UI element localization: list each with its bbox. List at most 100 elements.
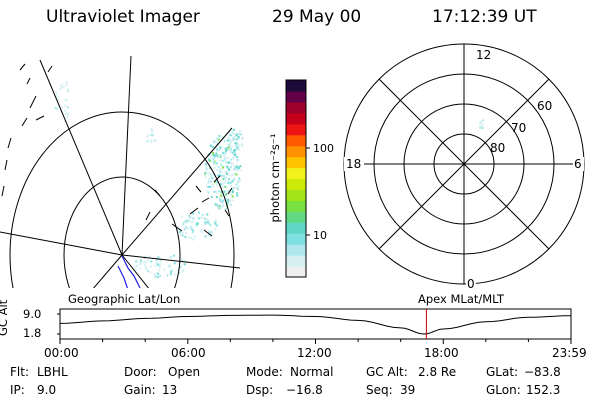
emission-pixel bbox=[215, 143, 218, 146]
mlt-diagonal bbox=[378, 78, 550, 250]
emission-pixel bbox=[202, 216, 205, 219]
emission-pixel bbox=[182, 223, 185, 225]
emission-pixel bbox=[186, 218, 189, 221]
emission-pixel bbox=[215, 180, 218, 183]
emission-pixel bbox=[179, 257, 182, 260]
emission-pixel bbox=[64, 99, 67, 102]
emission-pixel bbox=[239, 165, 242, 168]
glat-value: −83.8 bbox=[524, 365, 561, 379]
emission-pixel bbox=[234, 134, 237, 136]
emission-pixel bbox=[234, 149, 237, 151]
emission-pixel bbox=[193, 217, 195, 220]
emission-pixel bbox=[233, 149, 235, 152]
emission-pixel bbox=[235, 146, 238, 149]
emission-pixel bbox=[227, 132, 230, 135]
gc-alt-label: GC Alt: bbox=[366, 365, 408, 379]
emission-pixel bbox=[479, 122, 482, 125]
emission-pixel bbox=[226, 157, 229, 160]
emission-pixel bbox=[138, 261, 141, 264]
emission-pixel bbox=[217, 150, 219, 152]
polar-emission-pixels bbox=[479, 119, 484, 130]
emission-pixel bbox=[153, 272, 156, 275]
y-axis-label: GC Alt bbox=[0, 299, 10, 336]
emission-pixel bbox=[220, 171, 223, 174]
colorbar-segment bbox=[286, 211, 306, 223]
emission-pixel bbox=[238, 144, 241, 147]
polar-mlt-plot: 12 18 6 0 60 70 80 bbox=[343, 43, 585, 291]
emission-pixel bbox=[150, 265, 152, 268]
emission-pixel bbox=[214, 228, 217, 231]
emission-pixel bbox=[218, 205, 221, 208]
emission-pixel bbox=[190, 225, 193, 228]
meridian-line bbox=[39, 59, 123, 256]
emission-pixel bbox=[184, 263, 186, 266]
colorbar-segment bbox=[286, 101, 306, 114]
emission-pixel bbox=[235, 183, 238, 186]
emission-pixel bbox=[193, 235, 196, 238]
emission-pixel bbox=[174, 273, 177, 276]
emission-pixel bbox=[229, 146, 232, 149]
coastline-fragments bbox=[1, 63, 233, 237]
emission-pixel bbox=[218, 197, 221, 200]
emission-pixel bbox=[155, 261, 158, 264]
meridian-line bbox=[121, 254, 241, 269]
emission-pixel bbox=[219, 183, 222, 186]
emission-pixel bbox=[225, 193, 227, 196]
emission-pixel bbox=[240, 136, 243, 139]
emission-pixel bbox=[238, 177, 241, 180]
emission-pixel bbox=[61, 83, 64, 86]
emission-pixel bbox=[219, 146, 222, 149]
emission-pixel bbox=[222, 183, 225, 185]
emission-pixel bbox=[236, 194, 239, 197]
emission-pixel bbox=[224, 156, 227, 159]
emission-pixel bbox=[226, 147, 229, 150]
emission-pixel bbox=[231, 130, 234, 133]
colorbar-segment bbox=[286, 134, 306, 147]
emission-pixel bbox=[208, 230, 211, 233]
emission-pixel bbox=[177, 268, 180, 271]
emission-pixel bbox=[228, 144, 231, 147]
emission-pixel bbox=[231, 195, 234, 198]
emission-pixel bbox=[222, 174, 225, 177]
emission-pixel bbox=[237, 167, 240, 170]
emission-pixel bbox=[239, 130, 242, 133]
colorbar-tick-label: 100 bbox=[313, 142, 334, 155]
emission-pixel bbox=[181, 259, 184, 262]
emission-pixel bbox=[219, 164, 222, 167]
emission-pixel bbox=[229, 150, 232, 153]
emission-pixel bbox=[144, 268, 147, 270]
emission-pixel bbox=[230, 140, 233, 143]
emission-pixel bbox=[230, 139, 233, 142]
emission-pixel bbox=[236, 168, 239, 171]
emission-pixel bbox=[219, 168, 222, 171]
latitude-circle bbox=[9, 111, 235, 288]
meridian-line bbox=[121, 254, 150, 288]
emission-pixel bbox=[140, 262, 143, 264]
emission-pixel bbox=[221, 185, 224, 188]
emission-pixel bbox=[241, 144, 244, 147]
emission-pixel bbox=[204, 218, 207, 220]
emission-pixel bbox=[230, 203, 233, 206]
emission-pixel bbox=[166, 274, 169, 277]
emission-pixel bbox=[206, 221, 209, 224]
emission-pixel bbox=[65, 98, 68, 101]
emission-pixel bbox=[205, 166, 208, 169]
emission-pixel bbox=[150, 133, 153, 136]
emission-pixel bbox=[209, 159, 212, 162]
emission-pixel bbox=[208, 231, 211, 234]
emission-pixel bbox=[225, 161, 228, 164]
emission-pixel bbox=[206, 213, 208, 216]
emission-pixel bbox=[221, 181, 224, 184]
emission-pixel bbox=[206, 185, 209, 188]
emission-pixel bbox=[224, 152, 227, 155]
emission-pixel bbox=[213, 163, 216, 166]
emission-pixel bbox=[188, 219, 190, 222]
emission-pixel bbox=[233, 168, 236, 171]
time-label: 17:12:39 UT bbox=[432, 7, 537, 27]
emission-pixel bbox=[232, 157, 235, 160]
emission-pixel bbox=[211, 152, 214, 155]
emission-pixel bbox=[168, 265, 171, 268]
emission-pixel bbox=[217, 165, 220, 168]
mlat-label: 80 bbox=[490, 141, 505, 155]
